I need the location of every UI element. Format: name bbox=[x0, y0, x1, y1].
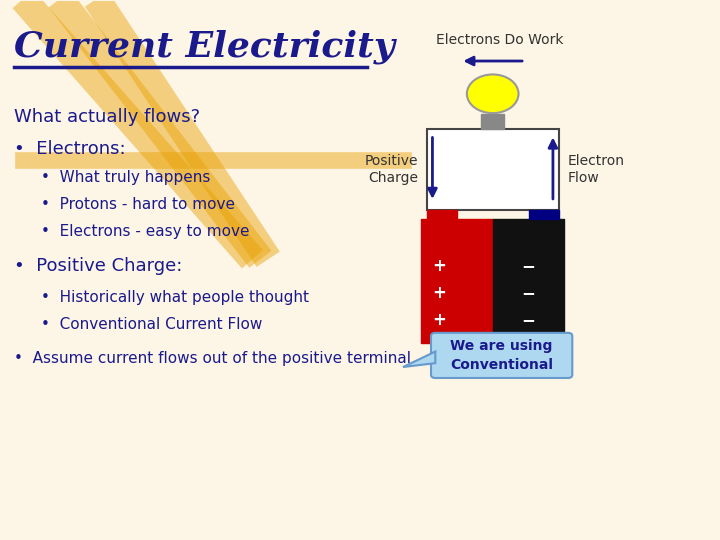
Bar bbox=[421, 219, 492, 342]
Text: •  Historically what people thought: • Historically what people thought bbox=[41, 291, 309, 306]
Text: Current Electricity: Current Electricity bbox=[14, 30, 395, 64]
Text: −: − bbox=[521, 257, 536, 275]
Text: Electrons Do Work: Electrons Do Work bbox=[436, 32, 564, 46]
Bar bbox=[481, 114, 504, 129]
Text: We are using
Conventional: We are using Conventional bbox=[450, 339, 553, 372]
Bar bbox=[427, 129, 559, 210]
Text: •  What truly happens: • What truly happens bbox=[41, 170, 210, 185]
Bar bbox=[528, 210, 559, 219]
Text: Positive
Charge: Positive Charge bbox=[364, 154, 418, 185]
Text: What actually flows?: What actually flows? bbox=[14, 108, 200, 126]
Polygon shape bbox=[403, 352, 436, 367]
Text: Electron
Flow: Electron Flow bbox=[567, 154, 624, 185]
Circle shape bbox=[467, 75, 518, 113]
Text: +: + bbox=[433, 311, 446, 329]
Bar bbox=[492, 219, 564, 342]
Text: •  Electrons:: • Electrons: bbox=[14, 140, 126, 158]
Text: +: + bbox=[433, 257, 446, 275]
Text: •  Electrons - easy to move: • Electrons - easy to move bbox=[41, 224, 249, 239]
Text: •  Assume current flows out of the positive terminal: • Assume current flows out of the positi… bbox=[14, 351, 411, 366]
Text: •  Conventional Current Flow: • Conventional Current Flow bbox=[41, 318, 262, 332]
FancyBboxPatch shape bbox=[431, 333, 572, 378]
Text: +: + bbox=[433, 284, 446, 302]
Bar bbox=[427, 210, 456, 219]
Text: •  Positive Charge:: • Positive Charge: bbox=[14, 256, 183, 275]
Text: −: − bbox=[521, 284, 536, 302]
Text: −: − bbox=[521, 311, 536, 329]
Text: •  Protons - hard to move: • Protons - hard to move bbox=[41, 197, 235, 212]
